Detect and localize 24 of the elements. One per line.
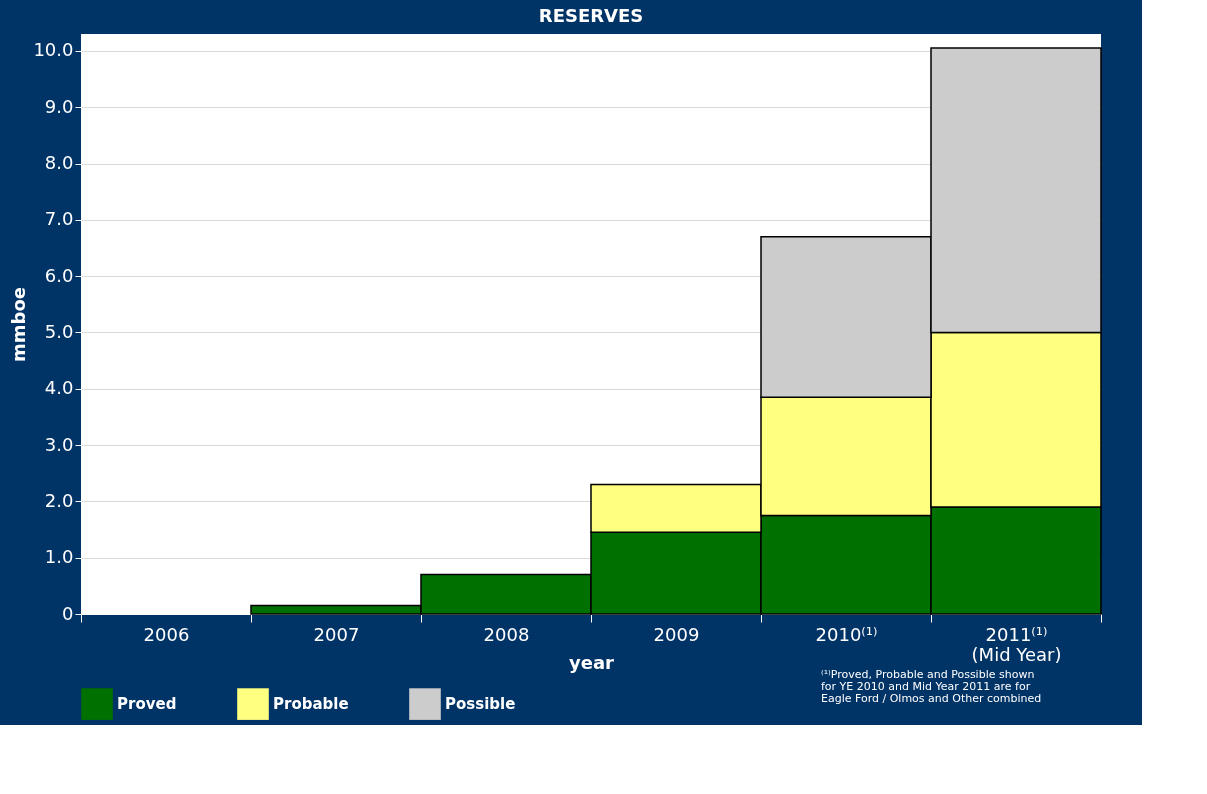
chart-title: RESERVES: [538, 5, 644, 26]
x-tick-label: 2009: [653, 623, 700, 645]
y-tick-label: 6.0: [44, 264, 74, 286]
y-tick-label: 0: [62, 602, 74, 624]
y-tick-label: 7.0: [44, 208, 74, 230]
y-axis-title: mmboe: [8, 287, 30, 362]
legend-label: Proved: [117, 695, 177, 714]
text: ⁽¹⁾Proved, Probable and Possible shown for YE 2010 and Mid Year 2011 are for Eagle Ford / Olmos and Other combined: [821, 668, 1042, 705]
y-tick-label: 1.0: [44, 546, 74, 568]
x-tick-label: 2006: [143, 623, 190, 645]
y-tick-label: 3.0: [44, 433, 74, 455]
legend-label: Probable: [273, 695, 349, 714]
y-tick-label: 5.0: [44, 320, 74, 342]
x-axis-title: year: [569, 651, 615, 673]
x-tick-label: 2007: [313, 623, 360, 645]
x-tick-label: 2010⁽¹⁾: [815, 623, 878, 645]
y-tick-label: 10.0: [33, 39, 74, 61]
y-tick-label: 2.0: [44, 489, 74, 511]
y-tick-label: 8.0: [44, 152, 74, 174]
y-tick-label: 4.0: [44, 377, 74, 399]
x-tick-label: 2008: [483, 623, 530, 645]
x-tick-label: 2011⁽¹⁾ (Mid Year): [971, 623, 1062, 665]
legend-label: Possible: [445, 695, 516, 714]
y-tick-label: 9.0: [44, 95, 74, 117]
